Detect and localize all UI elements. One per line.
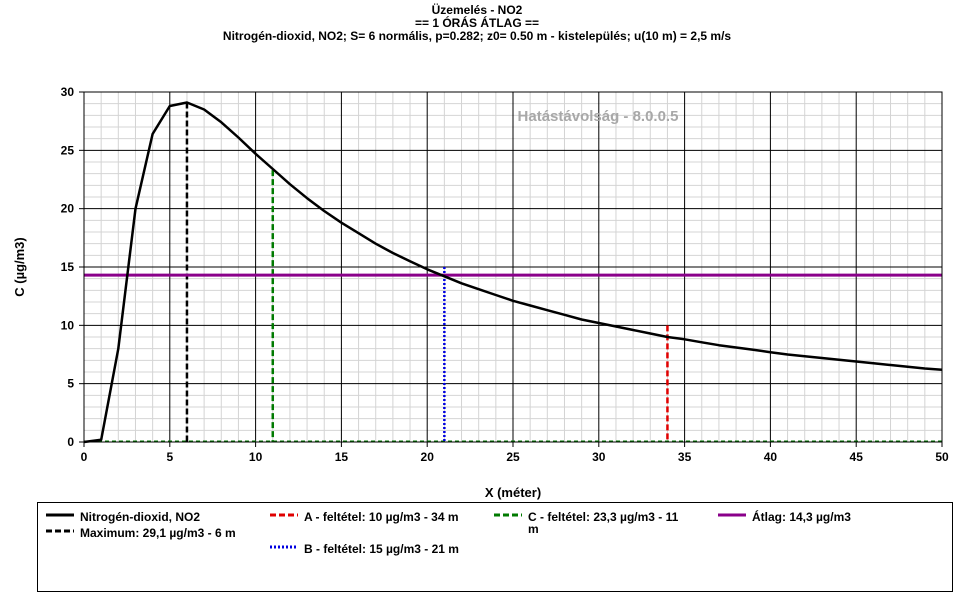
chart-subtitle: == 1 ÓRÁS ÁTLAG == [414,16,540,30]
legend-item-b: B - feltétel: 15 µg/m3 - 21 m [270,543,464,555]
x-tick-label: 45 [850,450,864,464]
y-tick-label: 15 [61,260,75,274]
tick-labels: 0 5 10 15 20 25 30 35 40 45 50 0 5 10 15 20 25 30 [61,85,949,464]
legend-swatch-average [718,511,746,519]
series-group [83,101,943,444]
legend-swatch-a [270,511,298,519]
legend-label-a: A - feltétel: 10 µg/m3 - 34 m [304,510,459,524]
x-axis-label: X (méter) [485,485,541,500]
x-tick-label: 15 [335,450,349,464]
legend-label-average: Átlag: 14,3 µg/m3 [752,510,851,524]
x-tick-label: 50 [935,450,949,464]
legend-item-c: C - feltétel: 23,3 µg/m3 - 11 m [494,511,688,535]
chart-description: Nitrogén-dioxid, NO2; S= 6 normális, p=0… [222,29,732,43]
legend: Nitrogén-dioxid, NO2 Maximum: 29,1 µg/m3… [37,502,953,592]
legend-item-average: Átlag: 14,3 µg/m3 [718,511,942,523]
marker-lines [84,102,942,442]
x-tick-label: 40 [764,450,778,464]
x-tick-label: 10 [249,450,263,464]
x-tick-label: 35 [678,450,692,464]
legend-swatch-c [494,511,522,519]
y-tick-label: 30 [61,85,75,99]
axis-ticks [79,91,943,447]
x-tick-label: 25 [506,450,520,464]
watermark: Hatástávolság - 8.0.0.5 [518,108,679,125]
legend-label-maximum: Maximum: 29,1 µg/m3 - 6 m [80,526,236,540]
legend-swatch-no2 [46,511,74,519]
no2-series-line [83,101,943,444]
legend-label-no2: Nitrogén-dioxid, NO2 [80,510,200,524]
chart-area: 0 5 10 15 20 25 30 35 40 45 50 0 5 10 15 20 25 30 Hatástá… [12,85,949,500]
x-tick-label: 0 [81,450,88,464]
chart-title: Üzemelés - NO2 [431,3,523,17]
legend-label-c: C - feltétel: 23,3 µg/m3 - 11 m [528,510,679,536]
x-tick-label: 30 [592,450,606,464]
chart-titles: Üzemelés - NO2 == 1 ÓRÁS ÁTLAG == Nitrog… [0,4,954,43]
legend-swatch-maximum [46,527,74,535]
legend-label-b: B - feltétel: 15 µg/m3 - 21 m [304,542,459,556]
legend-item-a: A - feltétel: 10 µg/m3 - 34 m [270,511,464,523]
x-tick-label: 20 [421,450,435,464]
legend-item-no2: Nitrogén-dioxid, NO2 [46,511,240,523]
plot-frame [83,91,943,443]
y-tick-label: 10 [61,318,75,332]
y-tick-label: 20 [61,202,75,216]
y-axis-label: C (µg/m3) [12,237,27,297]
y-tick-label: 25 [61,143,75,157]
y-tick-label: 5 [67,377,74,391]
x-tick-label: 5 [166,450,173,464]
y-tick-label: 0 [67,435,74,449]
legend-item-maximum: Maximum: 29,1 µg/m3 - 6 m [46,527,240,539]
legend-swatch-b [270,543,298,551]
